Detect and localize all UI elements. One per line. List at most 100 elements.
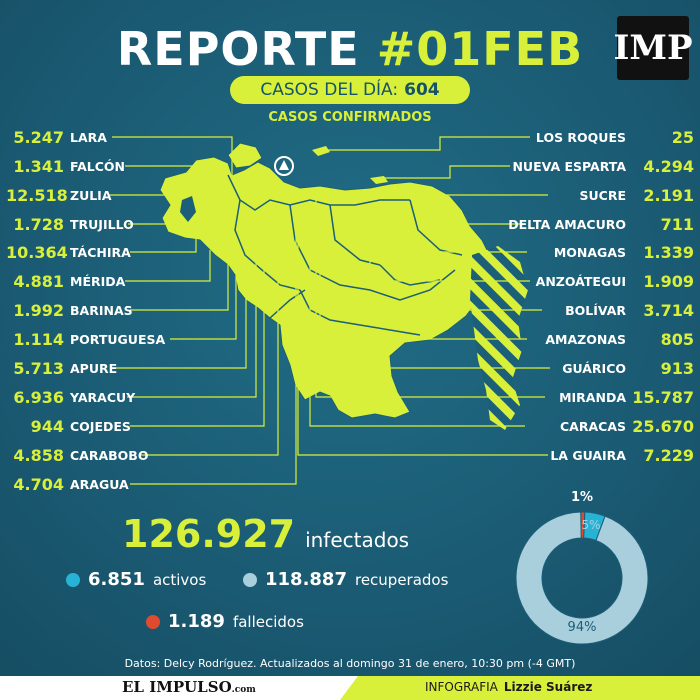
cases-label: CASOS DEL DÍA: xyxy=(260,80,399,100)
state-count: 10.364 xyxy=(6,242,68,262)
state-name: SUCRE xyxy=(579,187,627,203)
state-count: 6.936 xyxy=(13,387,64,407)
north-arrow-icon xyxy=(274,156,294,176)
list-item: 5.713 APURE xyxy=(6,357,176,379)
active-value: 6.851 xyxy=(88,569,145,590)
state-name: AMAZONAS xyxy=(545,331,626,347)
state-count: 25.670 xyxy=(632,416,694,436)
credit: INFOGRAFIA Lizzie Suárez xyxy=(425,680,592,694)
credit-name: Lizzie Suárez xyxy=(503,680,593,694)
deceased-value: 1.189 xyxy=(168,611,225,632)
credit-label: INFOGRAFIA xyxy=(425,680,498,694)
state-name: ANZOÁTEGUI xyxy=(535,273,626,289)
deceased-stat: 1.189 fallecidos xyxy=(146,611,304,632)
state-name: PORTUGUESA xyxy=(70,331,166,347)
donut-active-label: 5% xyxy=(581,518,600,532)
recovered-stat: 118.887 recuperados xyxy=(243,569,448,590)
list-item: GUÁRICO 913 xyxy=(490,357,694,379)
imp-logo: IMP xyxy=(613,16,693,80)
state-name: TRUJILLO xyxy=(70,216,134,232)
list-item: 1.341 FALCÓN xyxy=(6,155,176,177)
state-count: 5.713 xyxy=(13,358,64,378)
state-name: COJEDES xyxy=(70,418,131,434)
state-name: APURE xyxy=(70,360,118,376)
state-name: ZULIA xyxy=(70,187,112,203)
list-item: 944 COJEDES xyxy=(6,415,176,437)
state-count: 2.191 xyxy=(643,185,694,205)
map-shape xyxy=(159,156,493,419)
list-item: 6.936 YARACUY xyxy=(6,386,176,408)
donut-segment-recovered xyxy=(515,511,649,645)
state-name: MIRANDA xyxy=(559,389,626,405)
state-count: 25 xyxy=(671,127,694,147)
list-item: ANZOÁTEGUI 1.909 xyxy=(490,270,694,292)
state-name: CARACAS xyxy=(560,418,626,434)
state-count: 1.339 xyxy=(643,242,694,262)
state-count: 7.229 xyxy=(643,445,694,465)
state-count: 15.787 xyxy=(632,387,694,407)
state-name: GUÁRICO xyxy=(562,360,626,376)
list-item: DELTA AMACURO 711 xyxy=(490,213,694,235)
list-item: SUCRE 2.191 xyxy=(490,184,695,206)
donut-deceased-label: 1% xyxy=(571,490,593,505)
list-item: MONAGAS 1.339 xyxy=(490,241,694,263)
state-count: 4.881 xyxy=(13,271,64,291)
list-item: MIRANDA 15.787 xyxy=(490,386,694,408)
map-island xyxy=(312,146,330,156)
credit-strip xyxy=(340,676,700,700)
active-dot-icon xyxy=(66,572,80,587)
state-name: MÉRIDA xyxy=(70,273,126,289)
state-name: CARABOBO xyxy=(70,447,149,463)
state-count: 5.247 xyxy=(13,127,64,147)
list-item: CARACAS 25.670 xyxy=(490,415,694,437)
list-item: 5.247 LARA xyxy=(6,126,176,148)
title-main: REPORTE xyxy=(116,22,360,76)
state-count: 711 xyxy=(660,214,694,234)
state-name: LOS ROQUES xyxy=(535,129,626,145)
list-item: AMAZONAS 805 xyxy=(490,328,694,350)
list-item: 4.704 ARAGUA xyxy=(6,473,176,495)
infected-label: infectados xyxy=(305,528,410,552)
leader-lines-left xyxy=(108,136,297,485)
list-item: LOS ROQUES 25 xyxy=(490,126,694,148)
state-count: 944 xyxy=(30,416,64,436)
state-count: 1.992 xyxy=(13,300,64,320)
state-name: TÁCHIRA xyxy=(70,244,131,260)
source-note: Datos: Delcy Rodríguez. Actualizados al … xyxy=(124,657,576,670)
state-count: 805 xyxy=(660,329,694,349)
state-count: 1.728 xyxy=(13,214,64,234)
deceased-label: fallecidos xyxy=(232,612,304,631)
map-lake xyxy=(180,196,196,222)
active-label: activos xyxy=(152,570,207,589)
list-item: 1.114 PORTUGUESA xyxy=(6,328,176,350)
list-item: NUEVA ESPARTA 4.294 xyxy=(490,155,694,177)
state-name: LARA xyxy=(70,129,107,145)
state-name: YARACUY xyxy=(70,389,136,405)
donut-recovered-label: 94% xyxy=(568,620,597,635)
brand-suffix: .com xyxy=(231,685,256,695)
map-island-2 xyxy=(370,176,388,184)
state-count: 4.858 xyxy=(13,445,64,465)
map-essequibo xyxy=(470,246,528,430)
state-count: 4.704 xyxy=(13,474,64,494)
cases-of-day-badge: CASOS DEL DÍA: 604 xyxy=(230,76,470,104)
list-item: 1.728 TRUJILLO xyxy=(6,213,176,235)
cases-value: 604 xyxy=(404,80,440,100)
state-count: 3.714 xyxy=(643,300,694,320)
list-item: BOLÍVAR 3.714 xyxy=(490,299,694,321)
brand-logo: EL IMPULSO.com xyxy=(122,678,256,696)
state-count: 913 xyxy=(660,358,694,378)
list-item: 1.992 BARINAS xyxy=(6,299,176,321)
infected-value: 126.927 xyxy=(122,512,296,556)
brand-name: EL IMPULSO xyxy=(122,678,232,696)
state-name: NUEVA ESPARTA xyxy=(512,158,626,174)
list-item: 4.881 MÉRIDA xyxy=(6,270,176,292)
state-name: ARAGUA xyxy=(70,476,129,492)
subtitle: CASOS CONFIRMADOS xyxy=(268,110,432,125)
list-item: LA GUAIRA 7.229 xyxy=(490,444,694,466)
list-item: 12.518 ZULIA xyxy=(6,184,176,206)
state-count: 12.518 xyxy=(6,185,68,205)
list-item: 10.364 TÁCHIRA xyxy=(6,241,176,263)
